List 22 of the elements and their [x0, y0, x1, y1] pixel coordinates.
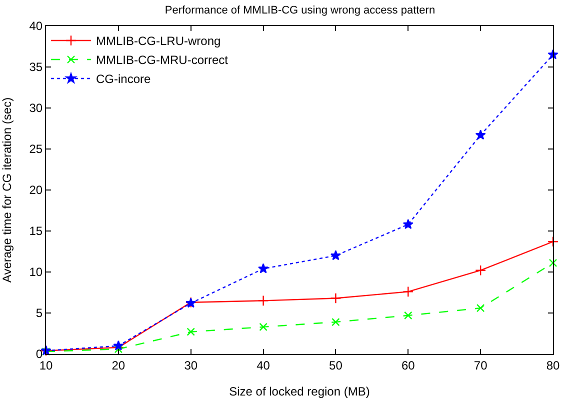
- y-tick-label: 40: [29, 19, 43, 34]
- x-tick-label: 80: [546, 358, 560, 372]
- legend-label: CG-incore: [96, 72, 152, 86]
- y-tick-label: 15: [29, 224, 43, 238]
- x-tick-label: 60: [401, 358, 416, 372]
- y-tick-label: 25: [29, 142, 43, 156]
- chart-title: Performance of MMLIB-CG using wrong access pattern: [164, 4, 436, 17]
- legend-label: MMLIB-CG-LRU-wrong: [96, 34, 221, 48]
- y-tick-label: 0: [36, 347, 43, 362]
- y-tick-label: 35: [29, 60, 43, 74]
- y-tick-label: 20: [29, 183, 43, 198]
- legend-label: MMLIB-CG-MRU-correct: [96, 53, 229, 68]
- x-tick-label: 30: [184, 358, 198, 372]
- x-tick-label: 70: [474, 358, 488, 372]
- y-tick-label: 30: [29, 101, 43, 116]
- x-tick-label: 50: [329, 358, 343, 372]
- x-axis-title: Size of locked region (MB): [229, 384, 370, 398]
- y-tick-label: 5: [36, 306, 43, 320]
- x-tick-label: 40: [256, 358, 270, 372]
- x-tick-label: 20: [112, 358, 126, 372]
- y-axis-title: Average time for CG iteration (sec): [0, 97, 14, 283]
- y-tick-label: 10: [29, 265, 43, 280]
